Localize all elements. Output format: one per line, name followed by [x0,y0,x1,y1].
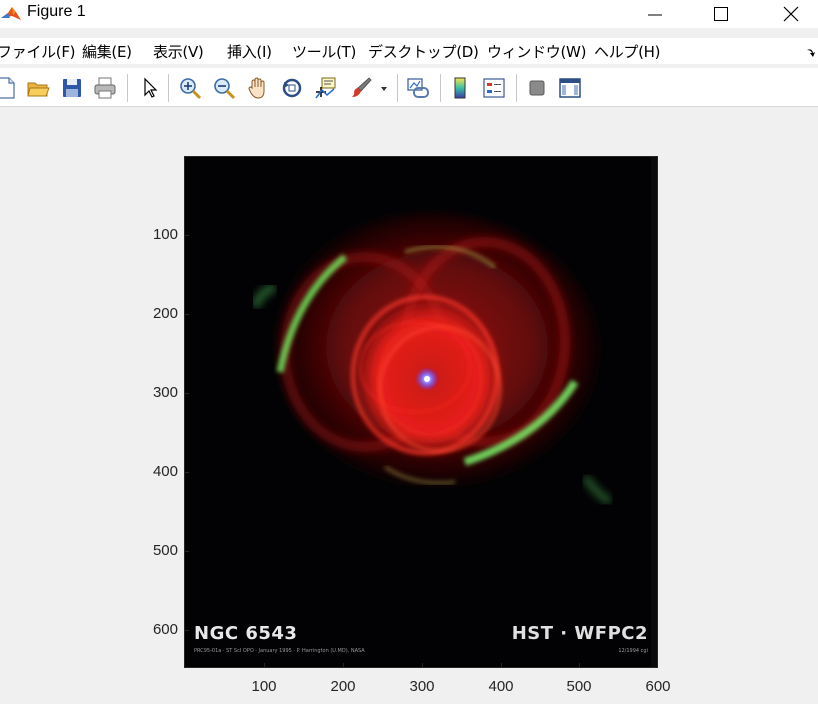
close-icon[interactable] [768,0,814,28]
brush-icon[interactable] [349,76,373,100]
y-tick-mark [184,472,189,473]
y-tick-mark [184,314,189,315]
hide-plot-tools-icon[interactable] [525,76,549,100]
rotate-3d-icon[interactable] [280,76,304,100]
y-tick-label: 400 [152,463,178,480]
y-tick-label: 100 [152,226,178,243]
menu-desktop[interactable]: デスクトップ(D) [368,43,479,61]
legend-icon[interactable] [482,76,506,100]
minimize-icon[interactable] [632,0,678,28]
print-icon[interactable] [93,76,117,100]
pointer-icon[interactable] [138,76,162,100]
colorbar-icon[interactable] [448,76,472,100]
brush-dropdown-icon[interactable] [378,76,390,100]
menu-help[interactable]: ヘルプ(H) [594,43,661,61]
zoom-out-icon[interactable] [212,76,236,100]
link-plot-icon[interactable] [406,76,430,100]
x-tick-mark [501,663,502,668]
image-credit-left: PRC95-01a · ST ScI OPO · January 1995 · … [194,648,365,654]
x-tick-label: 400 [488,678,514,695]
menu-file[interactable]: ファイル(F) [0,43,76,61]
x-tick-label: 200 [330,678,356,695]
show-plot-tools-icon[interactable] [558,76,582,100]
toolbar-separator [127,74,128,102]
menu-view[interactable]: 表示(V) [153,43,204,61]
maximize-icon[interactable] [698,0,744,28]
y-tick-mark [184,235,189,236]
x-tick-mark [579,663,580,668]
figure-toolbar [0,68,818,107]
new-figure-icon[interactable] [0,76,18,100]
toolbar-separator [440,74,441,102]
y-tick-label: 500 [152,542,178,559]
y-tick-mark [184,393,189,394]
image-axes[interactable]: NGC 6543 HST · WFPC2 PRC95-01a · ST ScI … [184,156,658,668]
x-tick-label: 500 [566,678,592,695]
x-tick-label: 100 [251,678,277,695]
x-tick-label: 300 [409,678,435,695]
x-tick-mark [264,663,265,668]
toolbar-separator [397,74,398,102]
y-tick-mark [184,551,189,552]
zoom-in-icon[interactable] [178,76,202,100]
menu-window[interactable]: ウィンドウ(W) [487,43,587,61]
menu-insert[interactable]: 挿入(I) [227,43,272,61]
window-title: Figure 1 [27,3,86,20]
dock-arrow-icon[interactable] [806,44,816,63]
nebula-image [185,157,657,667]
menu-edit[interactable]: 編集(E) [82,43,132,61]
y-tick-label: 200 [152,305,178,322]
toolbar-separator [168,74,169,102]
y-tick-label: 300 [152,384,178,401]
x-tick-mark [343,663,344,668]
toolbar-separator [516,74,517,102]
image-caption-right: HST · WFPC2 [511,623,648,644]
y-tick-mark [184,630,189,631]
menu-bar: ファイル(F) 編集(E) 表示(V) 挿入(I) ツール(T) デスクトップ(… [0,38,818,64]
matlab-icon [0,4,22,24]
title-bar: Figure 1 [0,0,818,28]
y-tick-label: 600 [152,621,178,638]
save-icon[interactable] [60,76,84,100]
data-cursor-icon[interactable] [313,76,337,100]
image-caption-left: NGC 6543 [194,623,298,644]
x-tick-label: 600 [645,678,671,695]
pan-icon[interactable] [246,76,270,100]
image-credit-right: 12/1994 cgi [618,648,648,654]
menu-tools[interactable]: ツール(T) [292,43,357,61]
x-tick-mark [422,663,423,668]
open-file-icon[interactable] [26,76,50,100]
